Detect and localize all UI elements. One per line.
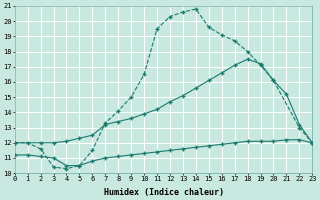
X-axis label: Humidex (Indice chaleur): Humidex (Indice chaleur) [103,188,223,197]
